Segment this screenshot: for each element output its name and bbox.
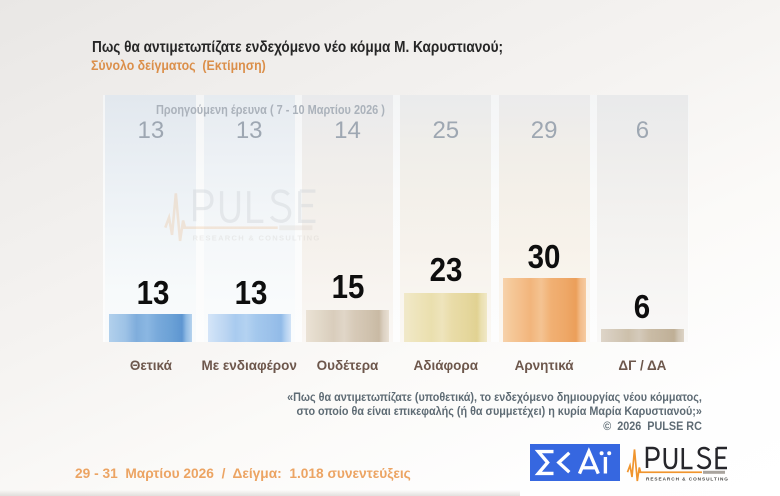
svg-text:RESEARCH & CONSULTING: RESEARCH & CONSULTING: [192, 234, 320, 243]
svg-text:RESEARCH & CONSULTING: RESEARCH & CONSULTING: [646, 477, 729, 482]
